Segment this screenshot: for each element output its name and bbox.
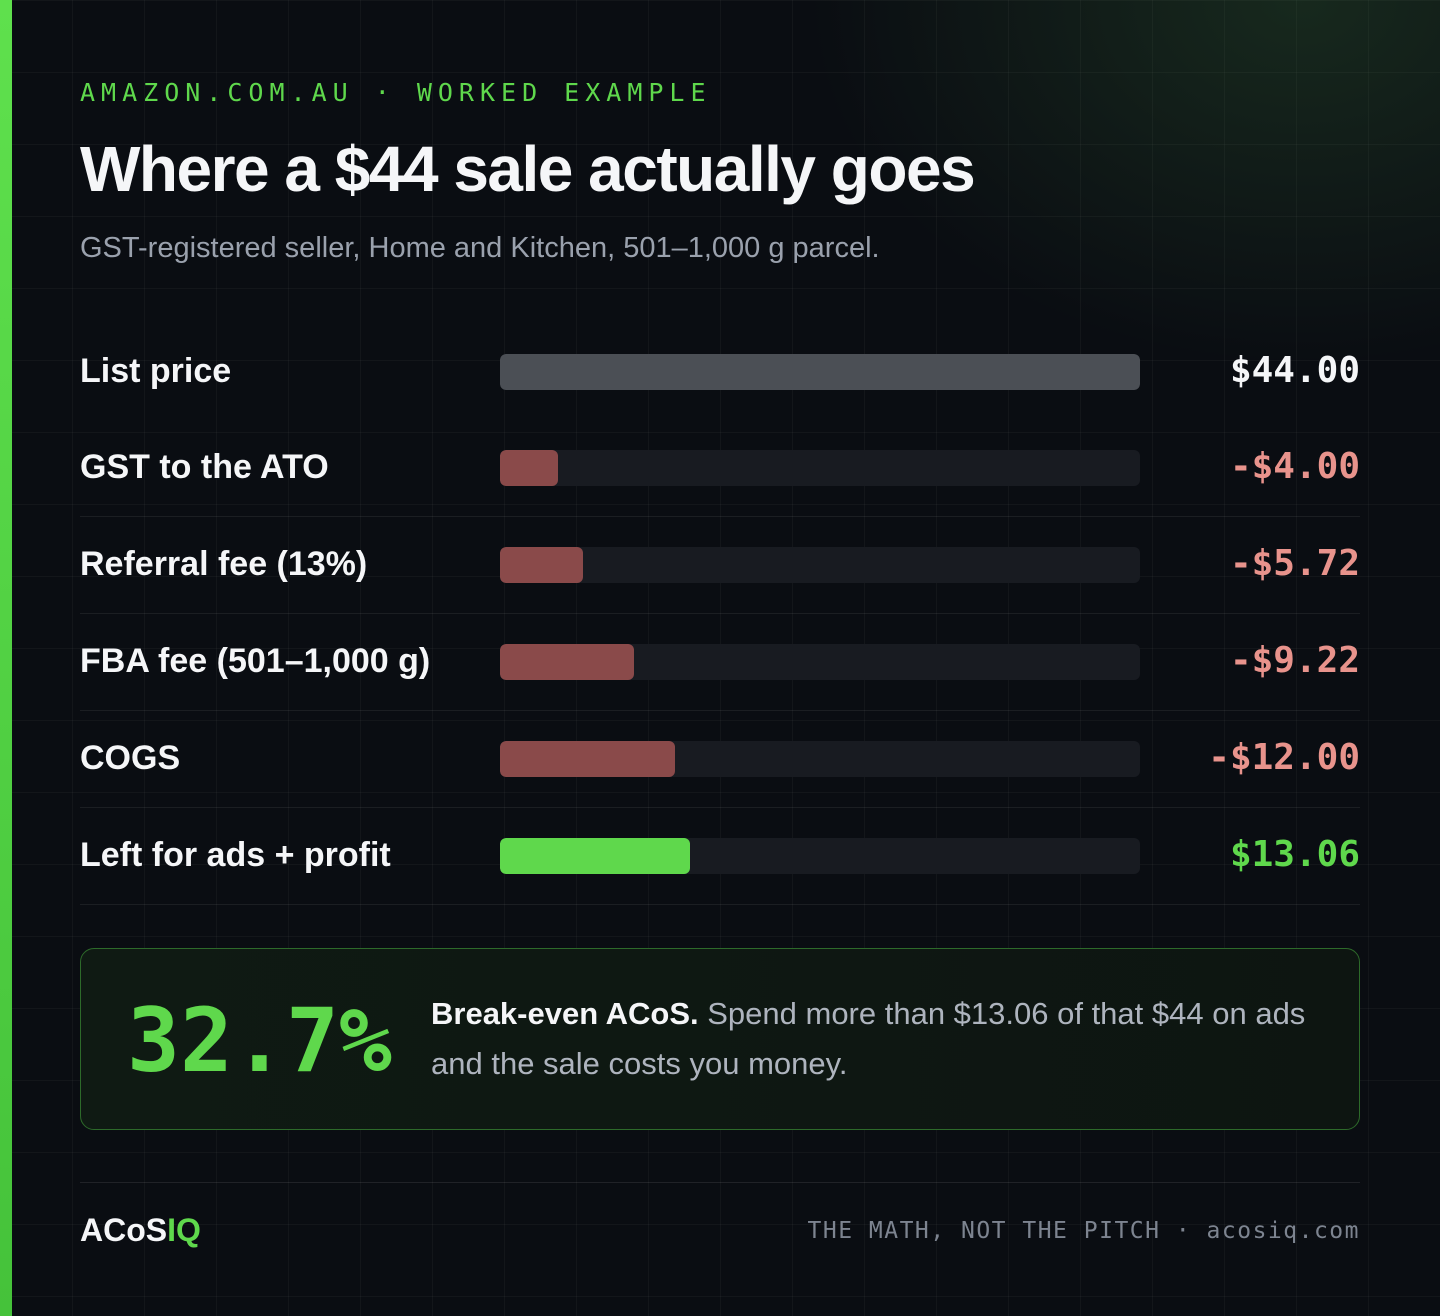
bar xyxy=(500,547,584,583)
value-label: -$4.00 xyxy=(1229,446,1360,487)
chart-row: Left for ads + profit $13.06 xyxy=(80,808,1360,905)
value-label: -$12.00 xyxy=(1208,737,1360,778)
page-title: Where a $44 sale actually goes xyxy=(80,133,976,205)
bar xyxy=(500,450,559,486)
callout-body-text: Spend more than $13.06 of that $44 on ad… xyxy=(431,996,1306,1081)
bar xyxy=(500,644,635,680)
callout-text: Break-even ACoS. Spend more than $13.06 … xyxy=(431,989,1311,1089)
bar-track xyxy=(500,644,1140,680)
bar xyxy=(500,354,1140,390)
chart-row: List price $44.00 xyxy=(80,324,1360,420)
chart-row: Referral fee (13%) -$5.72 xyxy=(80,517,1360,614)
category-label: List price xyxy=(80,352,232,390)
page-subtitle: GST-registered seller, Home and Kitchen,… xyxy=(80,232,880,264)
bar-track xyxy=(500,741,1140,777)
bar-track xyxy=(500,354,1140,390)
chart-row: COGS -$12.00 xyxy=(80,711,1360,808)
tagline: THE MATH, NOT THE PITCH · acosiq.com xyxy=(807,1218,1360,1244)
footer-divider xyxy=(80,1182,1360,1183)
bar-chart: List price $44.00 GST to the ATO -$4.00 Refe… xyxy=(80,324,1360,905)
category-label: FBA fee (501–1,000 g) xyxy=(80,642,431,680)
left-accent-bar xyxy=(0,0,12,1316)
break-even-value: 32.7% xyxy=(127,989,392,1092)
bar xyxy=(500,741,675,777)
bar xyxy=(500,838,690,874)
bar-track xyxy=(500,450,1140,486)
logo-main: ACoS xyxy=(80,1212,168,1248)
bar-track xyxy=(500,838,1140,874)
chart-row: FBA fee (501–1,000 g) -$9.22 xyxy=(80,614,1360,711)
eyebrow: AMAZON.COM.AU · WORKED EXAMPLE xyxy=(80,78,712,107)
category-label: Referral fee (13%) xyxy=(80,545,368,583)
chart-row: GST to the ATO -$4.00 xyxy=(80,420,1360,517)
break-even-callout: 32.7% Break-even ACoS. Spend more than $… xyxy=(80,948,1360,1130)
value-label: $13.06 xyxy=(1229,834,1360,875)
logo: ACoSIQ xyxy=(80,1212,201,1249)
value-label: -$9.22 xyxy=(1229,640,1360,681)
category-label: COGS xyxy=(80,739,181,777)
logo-accent: IQ xyxy=(167,1212,201,1248)
category-label: GST to the ATO xyxy=(80,448,329,486)
callout-bold-text: Break-even ACoS. xyxy=(431,996,699,1031)
value-label: -$5.72 xyxy=(1229,543,1360,584)
category-label: Left for ads + profit xyxy=(80,836,391,874)
bar-track xyxy=(500,547,1140,583)
value-label: $44.00 xyxy=(1229,350,1360,391)
